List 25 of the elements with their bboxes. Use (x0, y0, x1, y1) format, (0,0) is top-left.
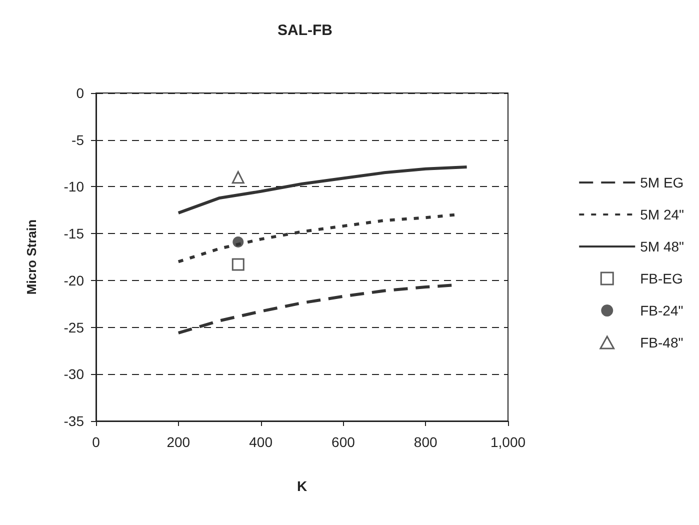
x-tick-label: 400 (249, 434, 273, 450)
x-tick-label: 0 (92, 434, 100, 450)
legend-label: FB-EG (640, 270, 683, 286)
y-tick-label: -20 (64, 272, 84, 288)
y-tick-label: -30 (64, 366, 84, 382)
x-tick-label: 600 (332, 434, 356, 450)
y-tick-label: -25 (64, 319, 84, 336)
y-tick-label: 0 (76, 85, 84, 101)
line-series (176, 213, 456, 264)
y-tick-label: -5 (72, 132, 84, 148)
legend-label: 5M 48" (640, 238, 684, 254)
legend-label: FB-24" (640, 302, 684, 318)
legend-label: FB-48" (640, 334, 684, 350)
x-tick-label: 800 (414, 434, 438, 450)
y-tick-label: -10 (64, 178, 84, 195)
x-tick-label: 1,000 (490, 434, 526, 450)
y-tick-label: -35 (64, 413, 84, 429)
line-series (176, 166, 468, 214)
legend-label: 5M 24" (640, 206, 684, 222)
chart-title: SAL-FB (278, 22, 333, 39)
y-axis-title: Micro Strain (24, 219, 39, 295)
y-tick-label: -15 (64, 226, 84, 242)
legend-label: 5M EG (640, 174, 684, 190)
x-axis-title: K (296, 478, 308, 494)
x-tick-label: 200 (166, 434, 190, 450)
